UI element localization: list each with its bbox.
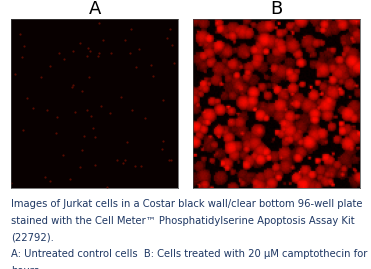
Point <box>21 44 27 48</box>
Point <box>83 54 89 59</box>
Point <box>96 21 102 25</box>
Point <box>78 41 83 45</box>
Point <box>56 51 62 55</box>
Point <box>42 174 48 179</box>
Text: A: A <box>88 0 101 18</box>
Point <box>47 179 53 183</box>
Point <box>142 116 148 120</box>
Point <box>167 27 173 31</box>
Point <box>122 158 128 162</box>
Point <box>92 135 98 140</box>
Point <box>168 157 174 162</box>
Text: B: B <box>270 0 283 18</box>
Point <box>86 75 92 79</box>
Point <box>95 54 101 58</box>
Point <box>60 153 66 157</box>
Text: A: Untreated control cells  B: Cells treated with 20 μM camptothecin for 5: A: Untreated control cells B: Cells trea… <box>11 249 371 259</box>
Point <box>138 164 144 168</box>
Text: (22792).: (22792). <box>11 232 54 242</box>
Point <box>160 98 166 102</box>
Point <box>127 51 132 55</box>
Point <box>30 105 36 110</box>
Point <box>107 111 113 116</box>
Point <box>77 164 83 169</box>
Point <box>164 36 170 40</box>
Point <box>98 104 104 108</box>
Point <box>38 75 44 79</box>
Point <box>150 73 156 78</box>
Point <box>104 185 110 189</box>
Point <box>96 51 102 55</box>
Point <box>20 128 26 132</box>
Point <box>166 158 172 162</box>
Point <box>17 32 23 36</box>
Point <box>171 61 177 65</box>
Point <box>85 46 91 50</box>
Point <box>19 55 25 59</box>
Point <box>129 108 135 112</box>
Point <box>114 157 120 162</box>
Point <box>79 89 85 93</box>
Text: stained with the Cell Meter™ Phosphatidylserine Apoptosis Assay Kit: stained with the Cell Meter™ Phosphatidy… <box>11 216 355 226</box>
Point <box>81 134 87 138</box>
Point <box>122 38 128 42</box>
Point <box>90 126 96 130</box>
Point <box>70 83 76 87</box>
Point <box>128 27 134 31</box>
Point <box>108 51 114 55</box>
Point <box>9 180 14 185</box>
Text: hours.: hours. <box>11 266 43 269</box>
Point <box>88 114 94 118</box>
Point <box>137 47 142 51</box>
Point <box>53 131 59 136</box>
Point <box>118 94 124 99</box>
Point <box>132 164 138 168</box>
Point <box>84 108 90 112</box>
Point <box>69 84 75 89</box>
Point <box>12 72 18 76</box>
Point <box>87 49 93 54</box>
Point <box>92 163 98 167</box>
Point <box>72 110 78 115</box>
Point <box>160 139 166 144</box>
Point <box>100 38 106 42</box>
Point <box>120 161 126 165</box>
Point <box>44 108 50 112</box>
Point <box>169 43 175 47</box>
Point <box>60 57 66 62</box>
Point <box>160 147 165 151</box>
Point <box>47 64 53 69</box>
Text: Images of Jurkat cells in a Costar black wall/clear bottom 96-well plate: Images of Jurkat cells in a Costar black… <box>11 199 362 209</box>
Point <box>124 140 130 144</box>
Point <box>67 177 73 181</box>
Point <box>134 65 139 69</box>
Point <box>79 148 85 153</box>
Point <box>148 63 154 67</box>
Point <box>70 48 76 53</box>
Point <box>54 115 60 119</box>
Point <box>24 96 30 100</box>
